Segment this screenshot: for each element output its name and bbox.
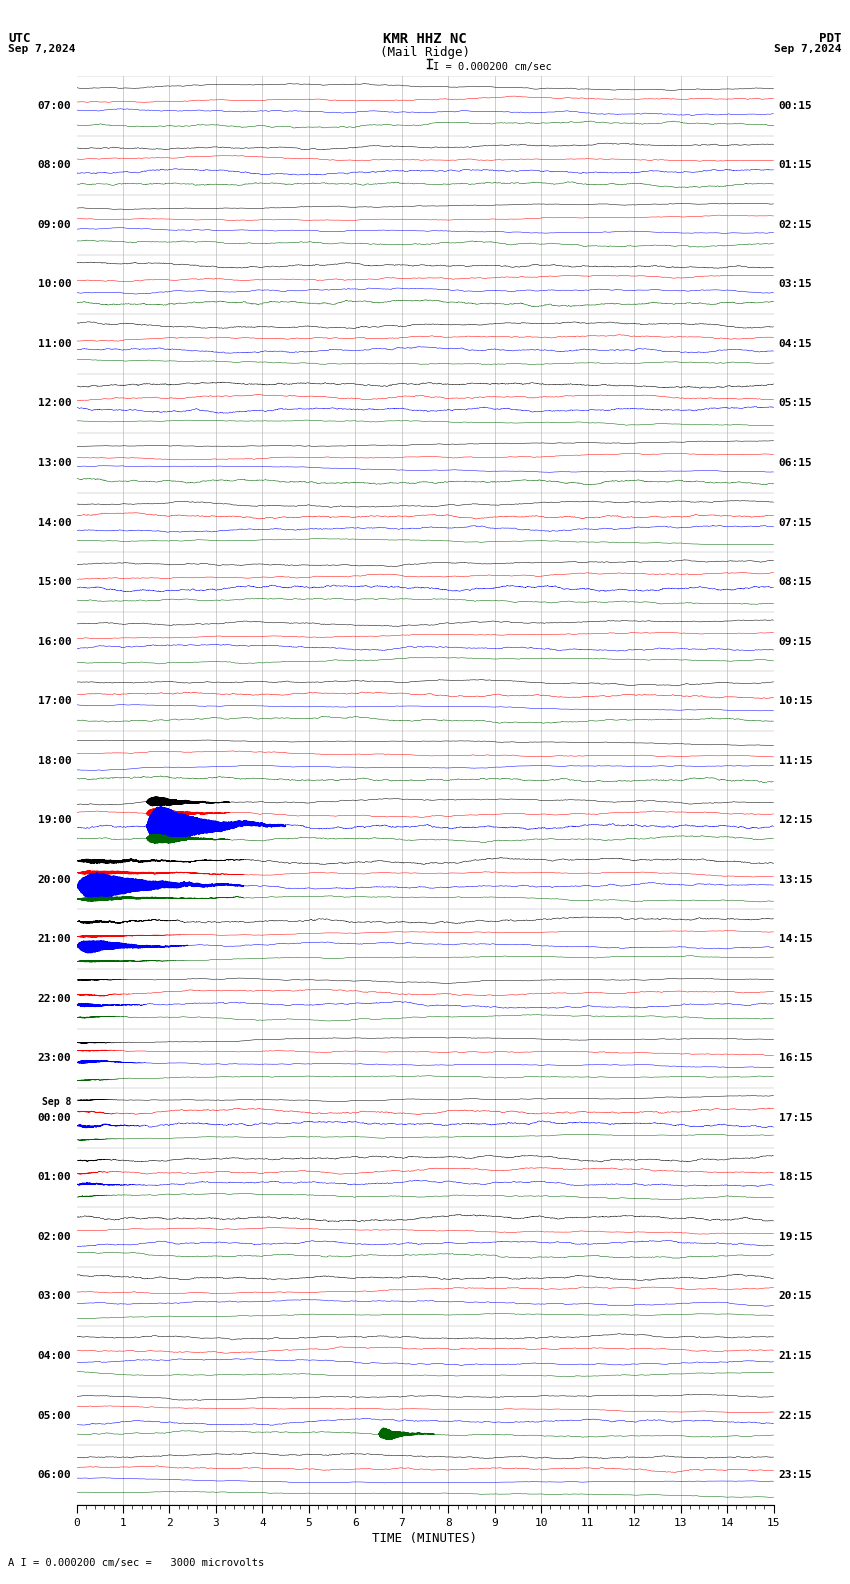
Text: 00:00: 00:00 — [37, 1114, 71, 1123]
Text: 14:15: 14:15 — [779, 935, 813, 944]
Text: 01:15: 01:15 — [779, 160, 813, 171]
Text: UTC: UTC — [8, 32, 31, 44]
Text: 07:00: 07:00 — [37, 101, 71, 111]
Text: 09:00: 09:00 — [37, 220, 71, 230]
Text: I = 0.000200 cm/sec: I = 0.000200 cm/sec — [433, 62, 552, 71]
Text: 13:15: 13:15 — [779, 874, 813, 885]
Text: 20:15: 20:15 — [779, 1291, 813, 1302]
Text: 11:15: 11:15 — [779, 756, 813, 765]
Text: 02:00: 02:00 — [37, 1232, 71, 1242]
Text: 03:15: 03:15 — [779, 279, 813, 290]
Text: Sep 7,2024: Sep 7,2024 — [8, 44, 76, 54]
Text: 17:00: 17:00 — [37, 695, 71, 706]
Text: A I = 0.000200 cm/sec =   3000 microvolts: A I = 0.000200 cm/sec = 3000 microvolts — [8, 1559, 264, 1568]
Text: 08:00: 08:00 — [37, 160, 71, 171]
Text: 23:15: 23:15 — [779, 1470, 813, 1479]
Text: 14:00: 14:00 — [37, 518, 71, 527]
Text: 06:15: 06:15 — [779, 458, 813, 467]
Text: 04:15: 04:15 — [779, 339, 813, 348]
Text: PDT: PDT — [819, 32, 842, 44]
Text: 20:00: 20:00 — [37, 874, 71, 885]
Text: 08:15: 08:15 — [779, 577, 813, 588]
Text: 07:15: 07:15 — [779, 518, 813, 527]
Text: 05:15: 05:15 — [779, 399, 813, 409]
Text: KMR HHZ NC: KMR HHZ NC — [383, 32, 467, 46]
Text: 21:15: 21:15 — [779, 1351, 813, 1361]
Text: Sep 8: Sep 8 — [42, 1098, 71, 1107]
Text: (Mail Ridge): (Mail Ridge) — [380, 46, 470, 59]
Text: 15:15: 15:15 — [779, 993, 813, 1004]
Text: 22:15: 22:15 — [779, 1410, 813, 1421]
Text: 13:00: 13:00 — [37, 458, 71, 467]
Text: 10:00: 10:00 — [37, 279, 71, 290]
Text: 16:15: 16:15 — [779, 1053, 813, 1063]
Text: 22:00: 22:00 — [37, 993, 71, 1004]
Text: 17:15: 17:15 — [779, 1114, 813, 1123]
Text: 06:00: 06:00 — [37, 1470, 71, 1479]
Text: 05:00: 05:00 — [37, 1410, 71, 1421]
Text: 10:15: 10:15 — [779, 695, 813, 706]
Text: 03:00: 03:00 — [37, 1291, 71, 1302]
Text: 01:00: 01:00 — [37, 1172, 71, 1182]
Text: 12:15: 12:15 — [779, 816, 813, 825]
Text: 19:15: 19:15 — [779, 1232, 813, 1242]
Text: 19:00: 19:00 — [37, 816, 71, 825]
Text: 11:00: 11:00 — [37, 339, 71, 348]
Text: 09:15: 09:15 — [779, 637, 813, 646]
Text: 00:15: 00:15 — [779, 101, 813, 111]
Text: 15:00: 15:00 — [37, 577, 71, 588]
Text: 12:00: 12:00 — [37, 399, 71, 409]
Text: Sep 7,2024: Sep 7,2024 — [774, 44, 842, 54]
Text: 04:00: 04:00 — [37, 1351, 71, 1361]
Text: 23:00: 23:00 — [37, 1053, 71, 1063]
Text: 18:00: 18:00 — [37, 756, 71, 765]
Text: 18:15: 18:15 — [779, 1172, 813, 1182]
Text: 02:15: 02:15 — [779, 220, 813, 230]
Text: 16:00: 16:00 — [37, 637, 71, 646]
X-axis label: TIME (MINUTES): TIME (MINUTES) — [372, 1532, 478, 1544]
Text: 21:00: 21:00 — [37, 935, 71, 944]
